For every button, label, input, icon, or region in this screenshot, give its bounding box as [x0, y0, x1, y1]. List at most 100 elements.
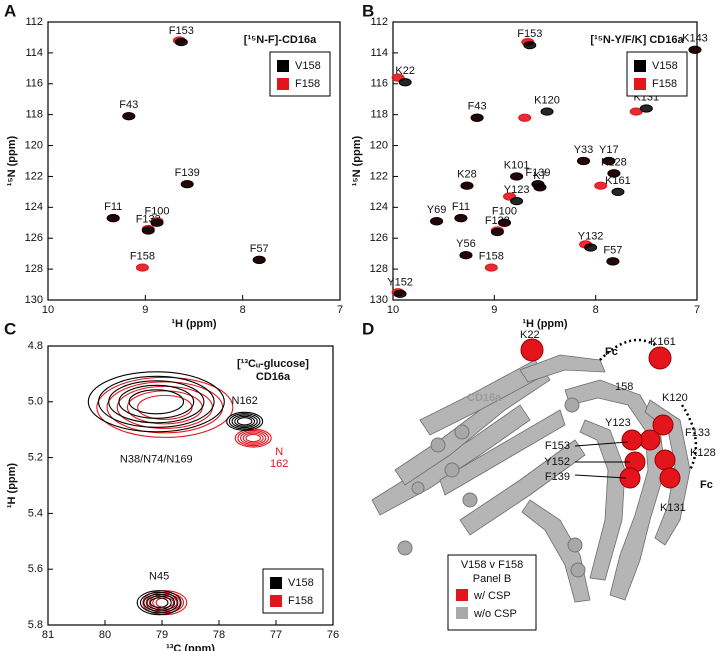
y-tick-label: 124: [25, 201, 43, 213]
legend-swatch: [270, 577, 282, 589]
legend-label: F158: [288, 595, 313, 607]
contour: [240, 431, 267, 445]
peak-label: F139: [525, 167, 550, 179]
peak-label: Y56: [456, 238, 476, 250]
y-tick-label: 114: [25, 47, 43, 59]
contour: [139, 591, 179, 614]
peak: [484, 263, 498, 272]
y-axis-label: ¹⁵N (ppm): [6, 135, 18, 186]
legend-title: V158 v F158: [461, 559, 523, 571]
peak: [122, 112, 136, 121]
x-tick-label: 78: [213, 629, 225, 641]
peak-label: F158: [130, 250, 155, 262]
contour: [152, 595, 178, 610]
peak: [459, 251, 473, 260]
contour: [228, 413, 261, 430]
contour: [143, 593, 176, 612]
contour: [97, 375, 215, 428]
residue-label: K128: [690, 447, 716, 459]
peak-label: N45: [149, 571, 169, 583]
legend-swatch: [634, 60, 646, 72]
peak: [497, 218, 511, 227]
peak-label: K128: [601, 156, 627, 168]
y-tick-label: 130: [25, 294, 43, 306]
peak: [393, 289, 407, 298]
peak: [430, 217, 444, 226]
peak: [398, 78, 412, 87]
legend-label: V158: [652, 60, 678, 72]
y-tick-label: 118: [370, 109, 388, 121]
peak: [688, 45, 702, 54]
y-tick-label: 130: [370, 294, 388, 306]
y-tick-label: 122: [370, 170, 388, 182]
peak-label: F158: [479, 250, 504, 262]
residue-label: Y152: [544, 456, 570, 468]
x-tick-label: 80: [99, 629, 111, 641]
peak: [639, 104, 653, 113]
contour: [226, 411, 264, 431]
residue-label: K131: [660, 502, 686, 514]
contour: [231, 414, 258, 429]
y-axis-label: ¹⁵N (ppm): [351, 135, 363, 186]
x-tick-label: 81: [42, 629, 54, 641]
y-tick-label: 5.8: [28, 619, 43, 631]
legend-swatch: [456, 607, 468, 619]
peak-label: F43: [468, 101, 487, 113]
structure-cartoon: [371, 338, 698, 603]
peak-label: Y132: [578, 230, 604, 242]
contour: [237, 429, 270, 447]
peak: [141, 226, 155, 235]
peak-label: F133: [485, 215, 510, 227]
x-tick-label: 77: [270, 629, 282, 641]
peak-label: N38/N74/N169: [120, 454, 193, 466]
peak-label: Y123: [504, 184, 530, 196]
peak-label: K101: [504, 159, 530, 171]
peak: [577, 156, 591, 166]
y-tick-label: 122: [25, 170, 43, 182]
panel-letter: D: [362, 319, 374, 338]
legend-label: F158: [652, 78, 677, 90]
peak-label: F133: [136, 213, 161, 225]
y-tick-label: 5.2: [28, 452, 43, 464]
legend-swatch: [270, 595, 282, 607]
contour: [136, 590, 182, 616]
y-tick-label: 116: [370, 78, 388, 90]
plot-frame: [47, 345, 334, 626]
panel-letter: B: [362, 1, 374, 20]
contour: [128, 389, 185, 415]
contour: [87, 371, 225, 433]
peak-label: F139: [175, 167, 200, 179]
peak-label: Y17: [599, 144, 619, 156]
fc-label: Fc: [605, 346, 618, 358]
legend-swatch: [634, 78, 646, 90]
contour: [118, 384, 195, 419]
peak-label: F100: [144, 206, 169, 218]
contour: [155, 597, 175, 609]
legend-swatch: [277, 78, 289, 90]
residue-label: K22: [520, 329, 540, 341]
peak-label: F57: [603, 244, 622, 256]
contour: [149, 597, 169, 609]
chart-subtitle: CD16a: [256, 371, 291, 383]
peak-label: K22: [395, 65, 415, 77]
plot-frame: [392, 21, 698, 301]
peak: [252, 255, 266, 264]
peak-label: K7: [533, 170, 546, 182]
contour: [236, 417, 253, 426]
contour: [96, 376, 234, 438]
peak-label: F153: [517, 28, 542, 40]
peak-label: N162: [232, 395, 258, 407]
y-tick-label: 124: [370, 201, 388, 213]
residue-label: K120: [662, 392, 688, 404]
peak: [490, 227, 504, 237]
legend-label: w/ CSP: [473, 590, 511, 602]
annotation: 162: [270, 458, 288, 470]
y-tick-label: 112: [25, 16, 43, 28]
y-tick-label: 116: [25, 78, 43, 90]
peak: [150, 218, 164, 227]
contour: [245, 433, 261, 443]
legend-label: V158: [295, 60, 321, 72]
legend-swatch: [456, 589, 468, 601]
y-tick-label: 120: [370, 139, 388, 151]
